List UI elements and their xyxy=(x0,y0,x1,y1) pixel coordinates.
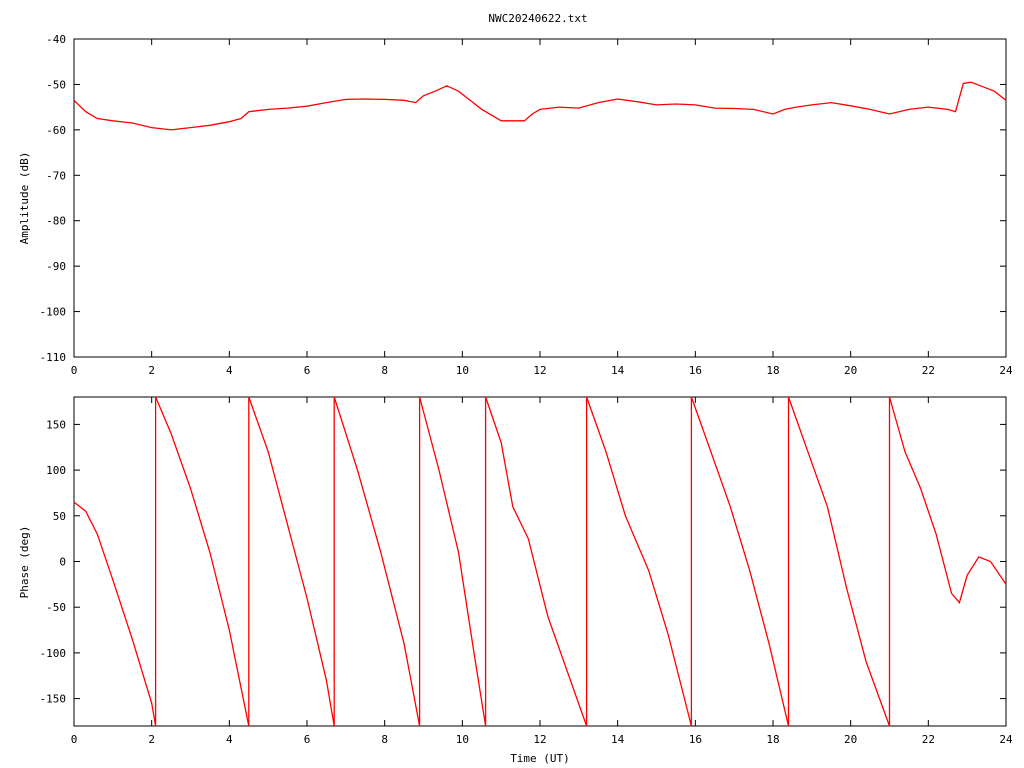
phase-x-tick-label: 16 xyxy=(689,733,702,746)
amplitude-x-tick-label: 14 xyxy=(611,364,625,377)
phase-axes: 0 2 4 6 8 10 12 14 16 18 20 22 24-150-100-5005010015… xyxy=(40,397,1013,746)
phase-x-tick-label: 22 xyxy=(922,733,935,746)
amplitude-series-line xyxy=(73,81,1007,131)
amplitude-x-tick-label: 10 xyxy=(456,364,469,377)
phase-x-tick-label: 24 xyxy=(999,733,1013,746)
phase-y-tick-label: -150 xyxy=(40,693,67,706)
amplitude-plot-frame xyxy=(73,38,1007,358)
amplitude-panel: 0 2 4 6 8 10 12 14 16 18 20 22 24-110-100-90-80-70-6… xyxy=(18,33,1013,377)
amplitude-x-tick-label: 2 xyxy=(148,364,155,377)
phase-y-tick-label: 100 xyxy=(46,464,66,477)
amplitude-x-tick-label: 24 xyxy=(999,364,1013,377)
phase-x-tick-label: 8 xyxy=(381,733,388,746)
time-x-axis-label: Time (UT) xyxy=(510,752,570,765)
phase-x-tick-label: 0 xyxy=(71,733,78,746)
phase-x-tick-label: 2 xyxy=(148,733,155,746)
phase-y-tick-label: -50 xyxy=(46,601,66,614)
amplitude-x-tick-label: 20 xyxy=(844,364,857,377)
phase-x-tick-label: 20 xyxy=(844,733,857,746)
amplitude-x-tick-label: 4 xyxy=(226,364,233,377)
amplitude-y-tick-label: -100 xyxy=(40,306,67,319)
amplitude-x-tick-label: 16 xyxy=(689,364,702,377)
phase-y-tick-label: 150 xyxy=(46,418,66,431)
amplitude-y-tick-label: -70 xyxy=(46,169,66,182)
phase-y-tick-label: 0 xyxy=(59,556,66,569)
amplitude-x-tick-label: 22 xyxy=(922,364,935,377)
phase-x-tick-label: 14 xyxy=(611,733,625,746)
amplitude-x-tick-label: 12 xyxy=(533,364,546,377)
amplitude-x-tick-label: 6 xyxy=(304,364,311,377)
phase-panel: 0 2 4 6 8 10 12 14 16 18 20 22 24-150-100-5005010015… xyxy=(18,396,1013,765)
amplitude-y-tick-label: -60 xyxy=(46,124,66,137)
amplitude-y-tick-label: -50 xyxy=(46,78,66,91)
phase-y-tick-label: -100 xyxy=(40,647,67,660)
amplitude-y-tick-label: -40 xyxy=(46,33,66,46)
amplitude-y-axis-label: Amplitude (dB) xyxy=(18,152,31,245)
phase-x-tick-label: 6 xyxy=(304,733,311,746)
amplitude-x-tick-label: 18 xyxy=(766,364,779,377)
phase-plot-frame xyxy=(73,396,1007,727)
amplitude-y-tick-label: -80 xyxy=(46,215,66,228)
phase-x-tick-label: 10 xyxy=(456,733,469,746)
phase-series-line xyxy=(73,396,1007,727)
phase-x-tick-label: 18 xyxy=(766,733,779,746)
phase-x-tick-label: 4 xyxy=(226,733,233,746)
phase-y-tick-label: 50 xyxy=(53,510,66,523)
amplitude-axes: 0 2 4 6 8 10 12 14 16 18 20 22 24-110-100-90-80-70-6… xyxy=(40,33,1013,377)
amplitude-y-tick-label: -110 xyxy=(40,351,67,364)
phase-x-tick-label: 12 xyxy=(533,733,546,746)
amplitude-x-tick-label: 0 xyxy=(71,364,78,377)
amplitude-x-tick-label: 8 xyxy=(381,364,388,377)
chart-title: NWC20240622.txt xyxy=(488,12,587,25)
amplitude-y-tick-label: -90 xyxy=(46,260,66,273)
phase-y-axis-label: Phase (deg) xyxy=(18,526,31,599)
